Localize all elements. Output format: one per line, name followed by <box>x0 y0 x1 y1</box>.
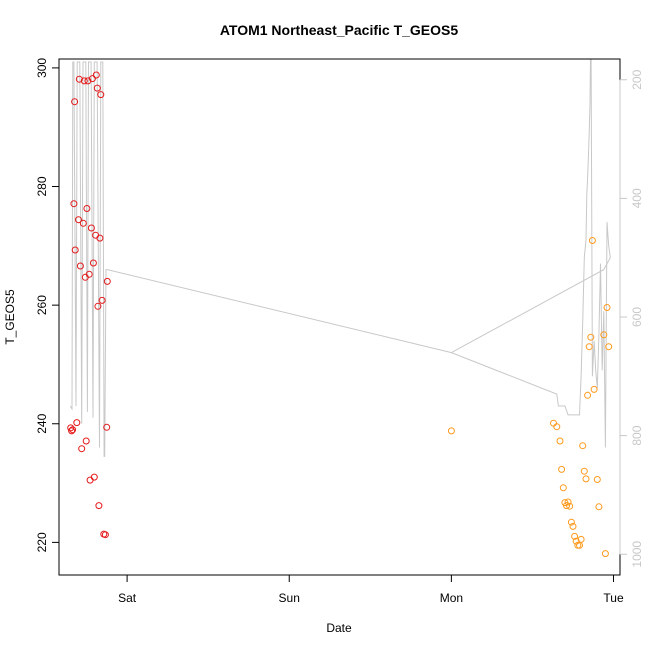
data-point <box>87 224 95 232</box>
data-point <box>93 84 101 92</box>
data-point <box>556 437 564 445</box>
data-point <box>79 219 87 227</box>
pressure-line <box>69 59 611 457</box>
x-tick-label: Mon <box>440 591 463 605</box>
y2-tick-label: 600 <box>630 307 644 327</box>
data-point <box>90 473 98 481</box>
data-point <box>83 205 91 212</box>
data-point <box>103 277 111 285</box>
data-point <box>88 75 96 83</box>
y-axis-label: T_GEOS5 <box>3 289 17 345</box>
data-point <box>80 77 88 85</box>
y-tick-label: 240 <box>35 413 49 433</box>
data-point <box>95 502 103 510</box>
data-point <box>600 331 608 339</box>
data-point <box>82 437 90 445</box>
data-point <box>563 502 570 510</box>
data-point <box>78 445 86 453</box>
data-point <box>567 518 575 526</box>
data-point <box>579 442 587 450</box>
data-point <box>70 200 78 208</box>
data-point <box>103 423 111 431</box>
y2-tick-label: 1000 <box>630 541 644 568</box>
data-point <box>595 503 603 511</box>
data-point <box>94 302 102 310</box>
data-point <box>71 98 79 106</box>
x-tick-label: Sun <box>279 591 300 605</box>
data-point <box>92 71 100 79</box>
data-point <box>73 419 81 427</box>
pressure-line-layer <box>69 59 611 457</box>
data-point <box>577 535 585 543</box>
y-tick-label: 260 <box>35 295 49 315</box>
data-point <box>588 237 596 244</box>
data-point <box>97 91 105 99</box>
data-point <box>553 423 561 431</box>
data-point <box>564 498 572 506</box>
points-layer <box>67 71 613 558</box>
data-point <box>101 531 109 539</box>
y-tick-label: 220 <box>35 532 49 552</box>
data-point <box>67 424 75 432</box>
data-point <box>75 75 83 83</box>
data-point <box>559 484 567 492</box>
y2-tick-label: 400 <box>630 188 644 208</box>
x-axis: Sat Sun Mon Tue <box>118 574 624 605</box>
data-point <box>89 259 97 267</box>
data-point <box>569 522 577 530</box>
data-point <box>71 246 79 254</box>
data-point <box>571 532 579 540</box>
data-point <box>605 343 613 351</box>
y2-tick-label: 800 <box>630 425 644 445</box>
data-point <box>603 304 611 311</box>
data-point <box>590 385 598 393</box>
data-point <box>566 502 574 510</box>
y-axis-right: 200 400 600 800 1000 <box>619 69 644 568</box>
data-point <box>69 426 77 434</box>
data-point <box>68 427 76 435</box>
data-point <box>587 333 595 341</box>
y-axis-left: 220 240 260 280 300 <box>35 58 60 552</box>
x-axis-label: Date <box>326 621 352 635</box>
chart-title: ATOM1 Northeast_Pacific T_GEOS5 <box>220 22 459 38</box>
data-point <box>76 262 84 270</box>
data-point <box>85 270 93 278</box>
data-point <box>98 296 106 304</box>
data-point <box>585 343 593 351</box>
data-point <box>580 467 588 475</box>
y-tick-label: 300 <box>35 58 49 78</box>
data-point <box>558 465 566 473</box>
y-tick-label: 280 <box>35 176 49 196</box>
data-point <box>584 391 592 399</box>
x-tick-label: Sat <box>118 591 137 605</box>
x-tick-label: Tue <box>603 591 624 605</box>
data-point <box>601 550 609 558</box>
data-point <box>582 475 590 483</box>
y2-tick-label: 200 <box>630 69 644 89</box>
data-point <box>75 216 82 224</box>
data-point <box>96 234 104 242</box>
data-point <box>593 476 601 483</box>
data-point <box>447 427 455 435</box>
